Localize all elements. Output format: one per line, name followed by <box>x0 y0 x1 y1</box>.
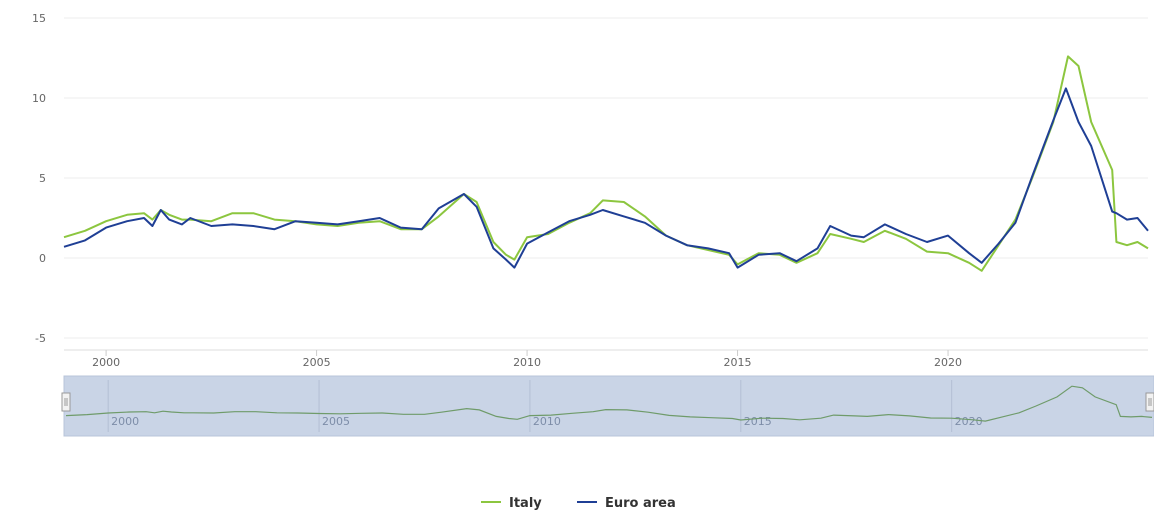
navigator-tick-label: 2020 <box>955 415 983 428</box>
y-tick-label: 5 <box>39 172 46 185</box>
series-line-euro-area[interactable] <box>63 87 1149 269</box>
series-line-italy[interactable] <box>63 55 1149 272</box>
y-axis: -5 0 5 10 15 <box>32 12 46 345</box>
y-tick-label: 10 <box>32 92 46 105</box>
navigator-right-handle[interactable] <box>1145 392 1154 412</box>
navigator-tick-label: 2005 <box>322 415 350 428</box>
navigator-tick-label: 2010 <box>533 415 561 428</box>
x-tick-label: 2020 <box>934 356 962 369</box>
navigator-left-handle[interactable] <box>61 392 71 412</box>
x-tick-label: 2005 <box>303 356 331 369</box>
y-tick-label: 15 <box>32 12 46 25</box>
x-tick-label: 2010 <box>513 356 541 369</box>
x-tick-label: 2000 <box>92 356 120 369</box>
navigator-series <box>65 385 1153 422</box>
navigator-window[interactable] <box>63 375 1154 437</box>
legend: Italy Euro area <box>481 496 676 511</box>
legend-label-italy: Italy <box>509 496 542 510</box>
grid <box>64 17 1148 339</box>
x-axis: 2000 2005 2010 2015 2020 <box>64 349 1148 369</box>
navigator-series-line <box>65 385 1153 422</box>
legend-label-euro-area: Euro area <box>605 496 676 510</box>
legend-item-euro-area[interactable]: Euro area <box>577 496 676 511</box>
navigator-tick-label: 2015 <box>744 415 772 428</box>
legend-item-italy[interactable]: Italy <box>481 496 542 511</box>
navigator-tick-label: 2000 <box>111 415 139 428</box>
y-tick-label: -5 <box>35 332 46 345</box>
y-tick-label: 0 <box>39 252 46 265</box>
navigator[interactable]: 2000 2005 2010 2015 2020 <box>61 375 1154 437</box>
series-layer <box>63 55 1149 272</box>
x-tick-label: 2015 <box>724 356 752 369</box>
